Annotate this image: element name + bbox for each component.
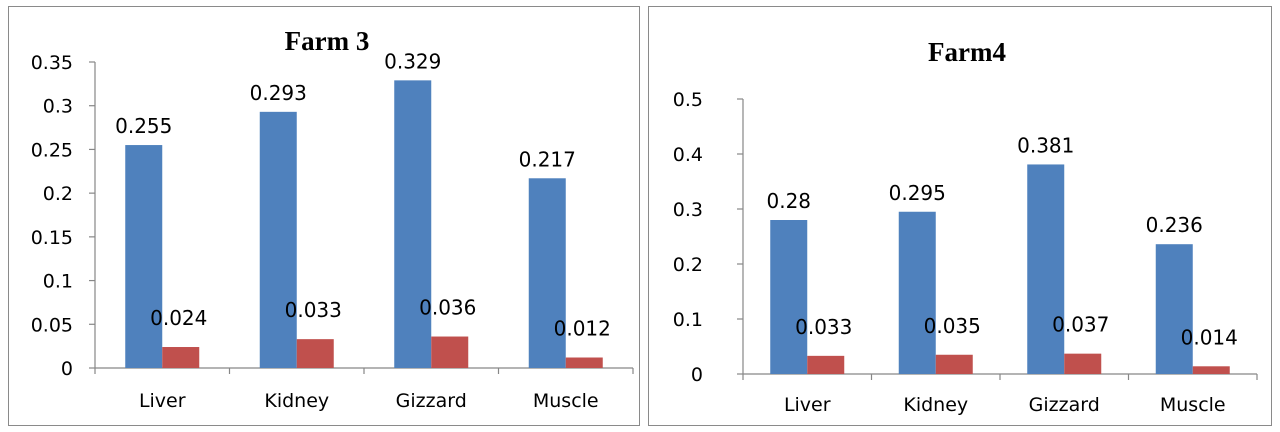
bar-blue [1027, 164, 1065, 374]
y-tick-label: 0 [691, 364, 703, 386]
bar-blue [259, 111, 297, 368]
data-label-blue: 0.217 [519, 147, 576, 171]
data-label-red: 0.014 [1181, 325, 1238, 349]
bar-blue [125, 145, 163, 368]
y-tick-label: 0 [61, 358, 73, 380]
bar-blue [1155, 244, 1193, 374]
y-tick-label: 0.35 [31, 52, 73, 74]
farm3-chart: Farm 3 0 0.05 0.1 0.15 0.2 0.25 0.3 0.35 Liver 0.2… [31, 26, 634, 412]
y-tick-label: 0.25 [31, 139, 73, 161]
bar-red [807, 355, 845, 374]
data-label-red: 0.024 [150, 306, 207, 330]
y-tick-label: 0.3 [43, 96, 73, 118]
category-label: Liver [784, 394, 831, 416]
data-label-red: 0.012 [554, 317, 611, 341]
data-label-blue: 0.295 [889, 181, 946, 205]
y-tick-label: 0.5 [673, 89, 703, 111]
bar-blue [528, 178, 566, 368]
category-label: Gizzard [396, 390, 467, 412]
bar-blue [898, 211, 936, 374]
farm3-chart-panel: Farm 3 0 0.05 0.1 0.15 0.2 0.25 0.3 0.35 Liver 0.2… [8, 6, 640, 426]
bar-red [296, 339, 334, 368]
bar-red [935, 354, 973, 374]
y-tick-label: 0.1 [673, 309, 703, 331]
y-tick-label: 0.15 [31, 227, 73, 249]
farm4-chart-panel: Farm4 0 0.1 0.2 0.3 0.4 0.5 Liver 0.28 0.033 Kidne… [648, 6, 1272, 426]
farm4-chart: Farm4 0 0.1 0.2 0.3 0.4 0.5 Liver 0.28 0.033 Kidne… [673, 37, 1258, 416]
y-tick-label: 0.4 [673, 144, 703, 166]
data-label-blue: 0.381 [1017, 133, 1074, 157]
category-label: Kidney [264, 390, 329, 412]
y-tick-label: 0.2 [43, 183, 73, 205]
data-label-red: 0.036 [419, 296, 476, 320]
category-label: Muscle [533, 390, 599, 412]
bar-red [431, 336, 469, 368]
chart-title: Farm4 [928, 37, 1006, 67]
data-label-red: 0.033 [795, 315, 852, 339]
data-label-red: 0.037 [1052, 313, 1109, 337]
category-label: Gizzard [1029, 394, 1100, 416]
y-tick-label: 0.05 [31, 314, 73, 336]
chart-title: Farm 3 [285, 26, 370, 56]
bar-blue [770, 220, 808, 374]
category-label: Liver [139, 390, 186, 412]
y-tick-label: 0.2 [673, 254, 703, 276]
category-label: Kidney [903, 394, 968, 416]
data-label-blue: 0.329 [384, 49, 441, 73]
y-tick-label: 0.3 [673, 199, 703, 221]
bar-red [565, 357, 603, 368]
bar-red [162, 347, 200, 368]
data-label-blue: 0.28 [766, 189, 811, 213]
category-label: Muscle [1160, 394, 1226, 416]
data-label-blue: 0.293 [250, 81, 307, 105]
data-label-red: 0.033 [285, 298, 342, 322]
data-label-blue: 0.255 [115, 114, 172, 138]
data-label-red: 0.035 [924, 314, 981, 338]
bar-red [1192, 366, 1230, 374]
bar-blue [394, 80, 432, 369]
y-tick-label: 0.1 [43, 271, 73, 293]
bar-red [1064, 353, 1102, 374]
data-label-blue: 0.236 [1146, 213, 1203, 237]
